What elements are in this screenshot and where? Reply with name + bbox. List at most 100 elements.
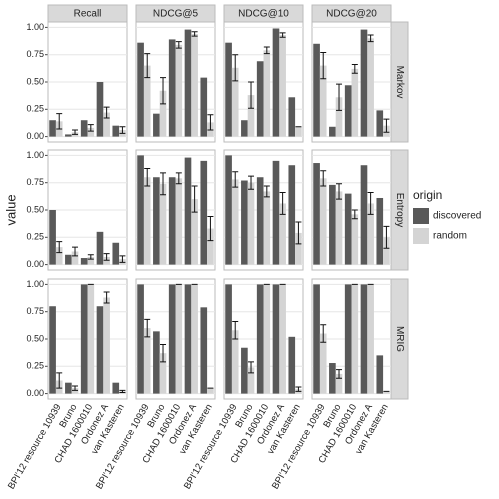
bar (80, 284, 88, 394)
bar (87, 284, 95, 394)
bar (184, 157, 192, 265)
y-axis-title: value (3, 194, 18, 225)
error-bar (351, 64, 358, 74)
error-bar (160, 343, 167, 363)
legend-swatch (413, 228, 429, 244)
bar (153, 113, 160, 137)
bar (137, 284, 144, 394)
bar (313, 163, 320, 265)
bar (225, 284, 232, 394)
bar (335, 191, 343, 265)
bar (200, 307, 208, 394)
y-tick-label: 0.00 (26, 259, 44, 269)
y-tick-label: 0.00 (26, 131, 44, 141)
bar (241, 180, 248, 265)
error-bar (383, 118, 390, 133)
bar (263, 191, 271, 265)
legend-label: random (433, 231, 467, 242)
bar (175, 44, 183, 137)
bar (263, 284, 271, 394)
bar (71, 388, 79, 394)
bar (279, 35, 286, 137)
bar (247, 182, 255, 265)
error-bar (56, 372, 63, 389)
y-tick-label: 0.00 (26, 388, 44, 398)
bar (344, 284, 352, 394)
bar (241, 347, 248, 394)
bar (360, 29, 368, 137)
column-label: NDCG@5 (153, 9, 199, 20)
bar (159, 90, 167, 137)
y-tick-label: 1.00 (26, 279, 44, 289)
error-bar (103, 291, 110, 304)
bar (256, 177, 264, 265)
bar (200, 77, 208, 137)
bar (383, 391, 390, 394)
bar (295, 126, 302, 137)
error-bar (351, 209, 358, 220)
error-bar (56, 241, 63, 254)
bar (313, 43, 320, 137)
row-label: MRIG (394, 326, 405, 352)
bar (184, 29, 192, 137)
bar (225, 42, 232, 137)
column-label: NDCG@10 (238, 9, 289, 20)
y-tick-label: 0.75 (26, 49, 44, 59)
bar (344, 85, 352, 137)
bar (200, 160, 208, 265)
error-bar (56, 113, 63, 130)
bar (103, 256, 110, 265)
bar (288, 165, 296, 265)
bar (96, 82, 104, 137)
error-bar (248, 361, 255, 374)
bar (319, 65, 327, 137)
bar (207, 228, 214, 265)
bar (256, 61, 264, 137)
bar (207, 388, 214, 394)
bar (65, 134, 72, 137)
error-bar (144, 318, 151, 338)
bar (335, 97, 343, 137)
bar (80, 258, 88, 265)
bar (49, 306, 56, 394)
error-bar (119, 389, 126, 394)
y-tick-label: 0.50 (26, 204, 44, 214)
error-bar (320, 324, 327, 343)
error-bar (87, 254, 94, 260)
bar (279, 284, 286, 394)
y-tick-label: 0.25 (26, 232, 44, 242)
bar (367, 38, 374, 137)
bar (168, 284, 176, 394)
bar (137, 155, 144, 265)
error-bar (103, 253, 110, 261)
error-bar (119, 255, 126, 263)
bar (96, 306, 104, 394)
bar (55, 247, 63, 265)
error-bar (295, 386, 302, 392)
error-bar (175, 41, 182, 49)
bar (65, 382, 72, 394)
bar (71, 251, 79, 265)
error-bar (295, 221, 302, 245)
bar (153, 331, 160, 394)
bar (376, 197, 384, 265)
bar (295, 232, 302, 265)
bar (87, 127, 95, 137)
bar (360, 284, 368, 394)
bar (360, 165, 368, 265)
bar (256, 284, 264, 394)
error-bar (263, 46, 270, 55)
error-bar (103, 106, 110, 119)
error-bar (160, 77, 167, 105)
bar (143, 328, 151, 394)
bar (367, 203, 374, 265)
bar (272, 28, 280, 137)
legend-title: origin (413, 188, 442, 202)
bar (288, 336, 296, 394)
error-bar (175, 172, 182, 185)
error-bar (191, 31, 198, 37)
error-bar (367, 192, 374, 215)
bar (168, 177, 176, 265)
bar (191, 199, 198, 265)
error-bar (248, 81, 255, 109)
